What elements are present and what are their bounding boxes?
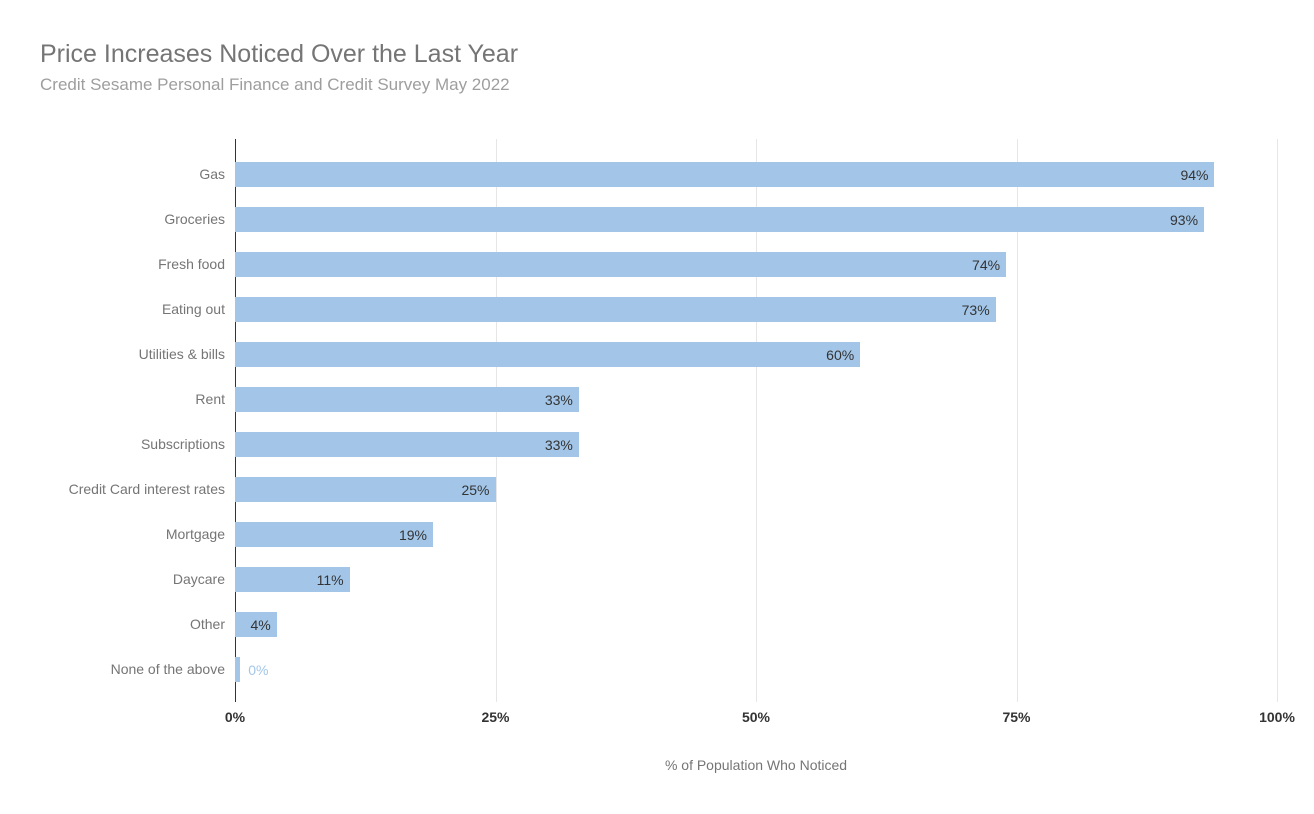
- chart-title: Price Increases Noticed Over the Last Ye…: [40, 40, 1274, 69]
- x-tick-label: 75%: [1002, 709, 1030, 725]
- x-tick-label: 100%: [1259, 709, 1295, 725]
- x-tick-label: 25%: [481, 709, 509, 725]
- bar: [235, 207, 1204, 232]
- chart-subtitle: Credit Sesame Personal Finance and Credi…: [40, 75, 1274, 95]
- bar-value-label: 74%: [972, 257, 1000, 273]
- bar-value-label: 25%: [461, 482, 489, 498]
- y-category-label: Credit Card interest rates: [45, 481, 225, 497]
- bar-value-label: 4%: [250, 617, 270, 633]
- y-category-label: Daycare: [45, 571, 225, 587]
- bar-value-label: 0%: [248, 662, 268, 678]
- x-tick-label: 0%: [225, 709, 245, 725]
- bar-value-label: 19%: [399, 527, 427, 543]
- bar-value-label: 33%: [545, 392, 573, 408]
- bar: [235, 432, 579, 457]
- bar-value-label: 93%: [1170, 212, 1198, 228]
- y-category-label: Utilities & bills: [45, 346, 225, 362]
- bar: [235, 297, 996, 322]
- bar-value-label: 94%: [1180, 167, 1208, 183]
- x-axis-label: % of Population Who Noticed: [665, 757, 847, 773]
- y-category-label: Gas: [45, 166, 225, 182]
- y-category-label: Eating out: [45, 301, 225, 317]
- y-category-label: Fresh food: [45, 256, 225, 272]
- y-category-label: Mortgage: [45, 526, 225, 542]
- bar: [235, 342, 860, 367]
- y-category-label: None of the above: [45, 661, 225, 677]
- gridline: [1277, 139, 1278, 702]
- bar: [235, 477, 496, 502]
- bar-value-label: 60%: [826, 347, 854, 363]
- bar: [235, 657, 240, 682]
- y-category-label: Rent: [45, 391, 225, 407]
- bar: [235, 387, 579, 412]
- bar-value-label: 33%: [545, 437, 573, 453]
- bar-value-label: 11%: [317, 572, 344, 588]
- chart-container: Price Increases Noticed Over the Last Ye…: [0, 0, 1314, 814]
- bar: [235, 162, 1214, 187]
- plot-area: 0%25%50%75%100%% of Population Who Notic…: [235, 139, 1277, 702]
- y-category-label: Groceries: [45, 211, 225, 227]
- y-category-label: Subscriptions: [45, 436, 225, 452]
- bar-value-label: 73%: [962, 302, 990, 318]
- x-tick-label: 50%: [742, 709, 770, 725]
- bar: [235, 252, 1006, 277]
- y-category-label: Other: [45, 616, 225, 632]
